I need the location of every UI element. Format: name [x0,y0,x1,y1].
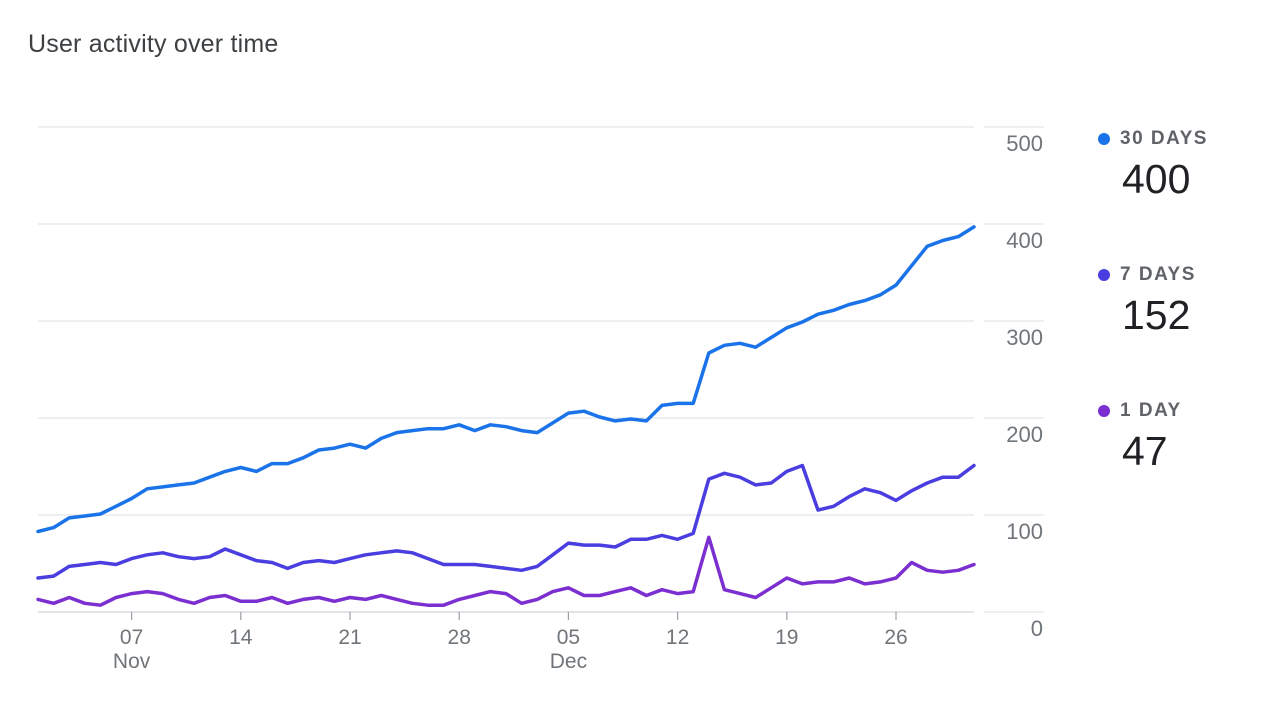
y-tick-label-200: 200 [1006,422,1043,447]
y-tick-label-400: 400 [1006,228,1043,253]
legend-dot-1-day [1098,405,1110,417]
series-line-7-days [36,463,976,580]
y-tick-label-100: 100 [1006,519,1043,544]
legend-label-1-day: 1 DAY [1120,400,1182,421]
x-tick-label-19: 19 [775,626,798,649]
legend-dot-30-days [1098,133,1110,145]
y-tick-label-500: 500 [1006,131,1043,156]
series-line-30-days [36,225,976,534]
legend-item-1-day: 1 DAY 47 [1098,400,1208,475]
y-tick-label-0: 0 [1031,616,1043,641]
legend-dot-7-days [1098,269,1110,281]
legend-value-30-days: 400 [1122,156,1191,202]
legend-item-30-days: 30 DAYS 400 [1098,128,1208,264]
y-axis-ticks: 0 100 200 300 400 500 [1006,131,1043,641]
legend-item-7-days: 7 DAYS 152 [1098,264,1208,400]
legend-value-7-days: 152 [1122,292,1191,338]
x-tick-label-26: 26 [884,626,907,649]
x-tick-label-07: 07 [120,626,143,649]
x-tick-sublabel-Dec: Dec [550,650,587,673]
legend-label-30-days: 30 DAYS [1120,128,1208,149]
y-tick-label-300: 300 [1006,325,1043,350]
x-tick-label-12: 12 [666,626,689,649]
series-line-1-day [36,535,976,607]
chart-title: User activity over time [28,30,279,58]
x-tick-label-21: 21 [338,626,361,649]
x-tick-label-28: 28 [448,626,471,649]
x-tick-label-14: 14 [229,626,253,649]
legend-value-1-day: 47 [1122,428,1168,474]
legend-label-7-days: 7 DAYS [1120,264,1196,285]
x-tick-sublabel-Nov: Nov [113,650,151,673]
legend: 30 DAYS 400 7 DAYS 152 1 DAY 47 [1098,128,1208,475]
x-tick-label-05: 05 [557,626,580,649]
series-lines [36,225,976,607]
grid-lines [38,126,1044,613]
